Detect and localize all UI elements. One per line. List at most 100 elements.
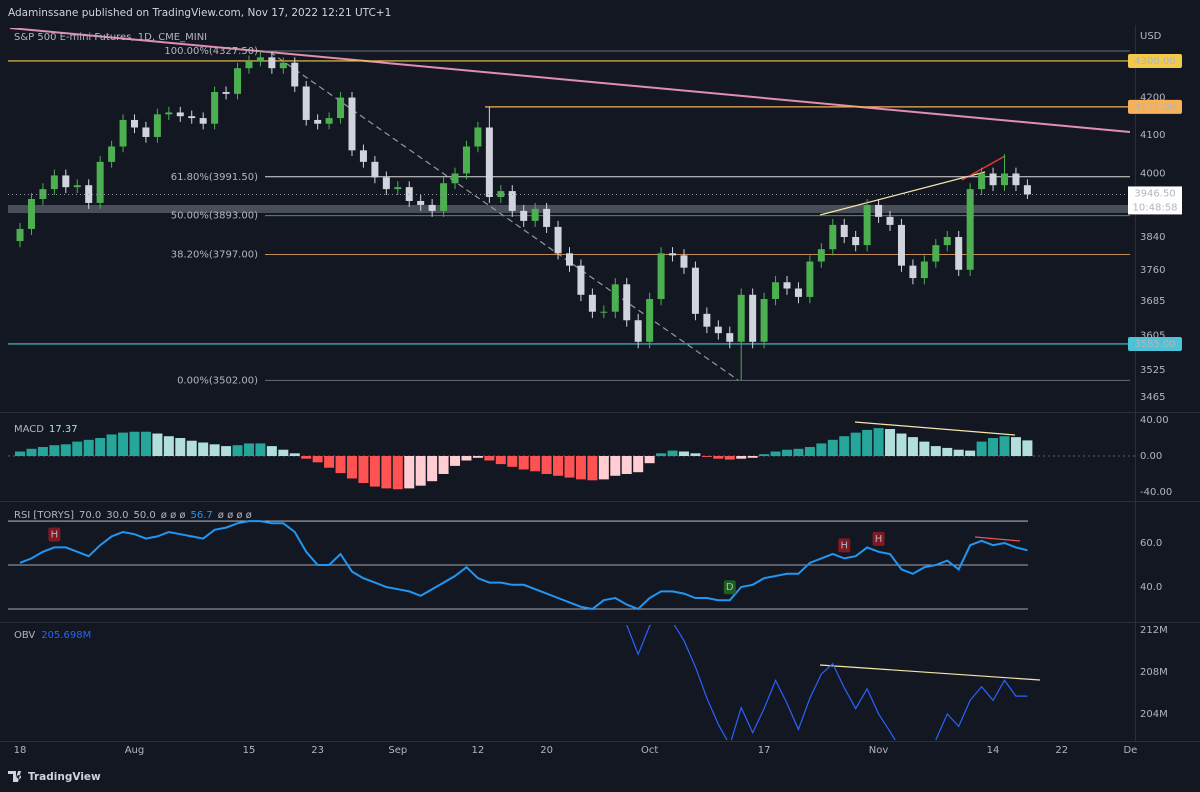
macd-histogram-bar [839, 436, 850, 457]
macd-histogram-bar [770, 451, 781, 457]
x-tick-label: Nov [869, 745, 889, 756]
macd-histogram-bar [415, 456, 426, 486]
rsi-pane [8, 520, 1028, 611]
candle-body [703, 313, 711, 327]
publish-header: Adaminssane published on TradingView.com… [8, 7, 391, 19]
price-level-tag [1128, 99, 1182, 114]
candle-body [279, 62, 287, 69]
macd-histogram-bar [301, 456, 312, 459]
candle-body [485, 127, 493, 198]
indicator-legend: RSI [TORYS] 70.0 30.0 50.0 ø ø ø 56.7 ø ø ø ø [14, 510, 252, 521]
candle-body [669, 253, 677, 256]
macd-histogram-bar [850, 432, 861, 457]
y-tick-label: 204M [1140, 709, 1168, 720]
macd-histogram-bar [106, 434, 117, 457]
band-label: 50.0 [134, 510, 156, 521]
y-tick-label: 40.0 [1140, 582, 1162, 593]
y-tick-label: 3760 [1140, 265, 1165, 276]
candle-body [749, 294, 757, 342]
macd-histogram-bar [610, 456, 621, 476]
price-level-label: 3585.00 [1134, 339, 1175, 350]
candle-body [417, 200, 425, 205]
macd-histogram-bar [232, 445, 243, 457]
macd-histogram-bar [564, 456, 575, 478]
candle-body [325, 118, 333, 124]
candle-body [211, 92, 219, 124]
candle-body [16, 228, 24, 242]
macd-histogram-bar [507, 456, 518, 467]
macd-histogram-bar [484, 456, 495, 461]
macd-histogram-bar [450, 456, 461, 466]
y-tick-label: 60.0 [1140, 538, 1162, 549]
macd-histogram-bar [49, 445, 60, 457]
macd-histogram-bar [999, 436, 1010, 457]
y-tick-label: 3685 [1140, 296, 1165, 307]
macd-histogram-bar [392, 456, 403, 490]
macd-histogram-bar [827, 439, 838, 457]
macd-histogram-bar [358, 456, 369, 483]
macd-histogram-bar [15, 451, 26, 457]
fib-level-label: 100.00%(4327.50) [164, 46, 258, 57]
price-level-label: 4300.00 [1134, 56, 1175, 67]
macd-divergence-line [854, 421, 1016, 436]
macd-histogram-bar [186, 440, 197, 457]
macd-histogram-bar [678, 451, 689, 457]
candle-body [234, 68, 242, 94]
candle-body [428, 204, 436, 211]
macd-histogram-bar [667, 450, 678, 457]
candle-body [176, 112, 184, 117]
candle-body [130, 119, 138, 128]
macd-histogram-bar [633, 456, 644, 473]
candle-body [577, 265, 585, 295]
price-level-tag [1128, 336, 1182, 351]
macd-histogram-bar [346, 456, 357, 479]
macd-histogram-bar [289, 453, 300, 457]
candle-body [806, 261, 814, 297]
macd-histogram-bar [95, 438, 106, 457]
macd-histogram-bar [781, 449, 792, 457]
macd-histogram-bar [278, 449, 289, 457]
candle-body [222, 92, 230, 94]
macd-histogram-bar [404, 456, 415, 489]
indicator-line [626, 625, 1028, 740]
macd-histogram-bar [129, 431, 140, 457]
obv-pane [626, 625, 1028, 740]
pane-separators [0, 25, 1200, 742]
y-tick-label: 212M [1140, 625, 1168, 636]
macd-histogram-bar [724, 456, 735, 460]
y-tick-label: 3465 [1140, 392, 1165, 403]
signal-marker [872, 531, 885, 546]
macd-histogram-bar [518, 456, 529, 470]
macd-histogram-bar [873, 428, 884, 457]
indicator-name: MACD [14, 424, 44, 435]
candle-body [875, 204, 883, 217]
candle-body [314, 119, 322, 124]
trend-line [961, 155, 1006, 181]
candle-body [302, 86, 310, 120]
candle-body [27, 198, 35, 229]
macd-histogram-bar [60, 444, 71, 457]
indicator-name: RSI [TORYS] [14, 510, 74, 521]
candle-body [657, 253, 665, 300]
indicator-line [19, 520, 1028, 611]
candle-body [909, 265, 917, 279]
candle-body [897, 224, 905, 266]
macd-histogram-bar [587, 456, 598, 481]
candle-body [955, 237, 963, 270]
candle-body [359, 150, 367, 162]
candle-body [451, 173, 459, 184]
fib-level-label: 61.80%(3991.50) [171, 172, 258, 183]
candle-body [199, 118, 207, 124]
macd-histogram-bar [335, 456, 346, 474]
macd-histogram-bar [324, 456, 335, 468]
candle-body [978, 173, 986, 190]
signal-marker [48, 527, 61, 542]
macd-histogram-bar [243, 443, 254, 457]
macd-histogram-bar [209, 444, 220, 457]
last-price-tag [1128, 186, 1182, 215]
y-tick-label: 4100 [1140, 130, 1165, 141]
candle-body [829, 224, 837, 250]
candle-body [1012, 173, 1020, 186]
macd-histogram-bar [255, 443, 266, 457]
